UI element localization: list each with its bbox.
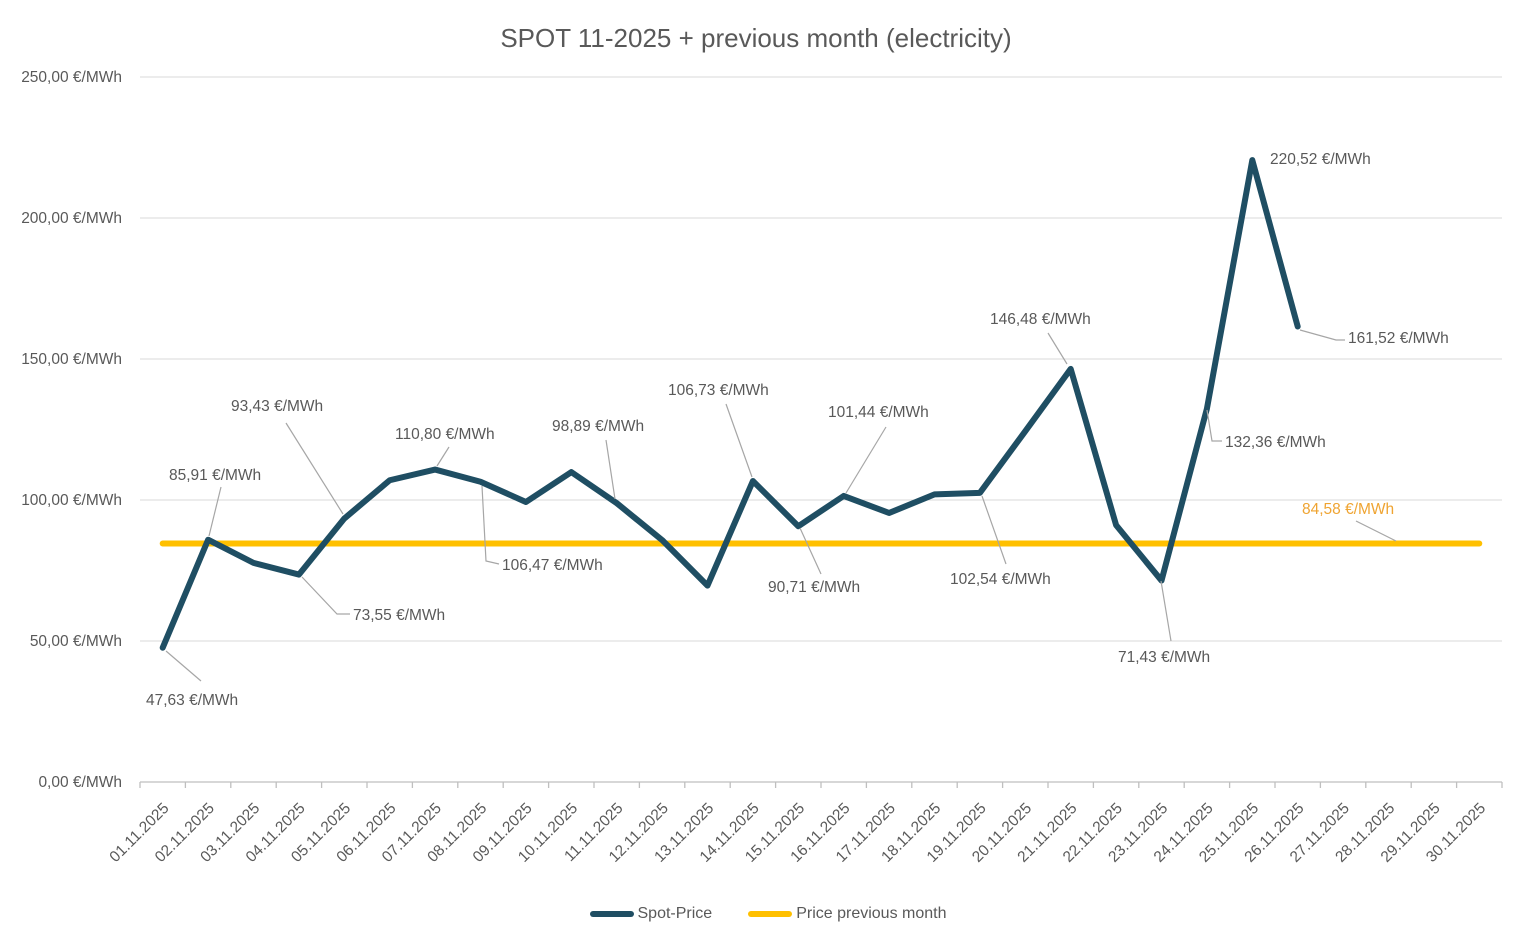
data-label-leader: [981, 495, 1007, 565]
data-label: 85,91 €/MWh: [169, 467, 261, 484]
data-label-leader: [1355, 520, 1397, 542]
data-label: 98,89 €/MWh: [552, 418, 644, 435]
data-label: 110,80 €/MWh: [395, 426, 495, 443]
data-label: 102,54 €/MWh: [950, 571, 1051, 588]
legend-item-spot-price: Spot-Price: [589, 905, 713, 923]
y-axis-tick-label: 200,00 €/MWh: [21, 210, 122, 227]
data-label-leader: [436, 446, 450, 467]
data-label: 93,43 €/MWh: [231, 398, 323, 415]
data-label: 47,63 €/MWh: [146, 692, 238, 709]
chart-title: SPOT 11-2025 + previous month (electrici…: [500, 23, 1011, 53]
data-label-leader: [1206, 409, 1222, 442]
y-axis-tick-label: 150,00 €/MWh: [21, 351, 122, 368]
data-label-leader: [725, 403, 753, 478]
y-axis-tick-label: 100,00 €/MWh: [21, 492, 122, 509]
data-label-leader: [799, 527, 822, 575]
data-label-leader: [208, 486, 222, 537]
data-label: 220,52 €/MWh: [1270, 151, 1371, 168]
chart-legend: Spot-Price Price previous month: [0, 905, 1536, 923]
y-axis-tick-label: 0,00 €/MWh: [38, 774, 122, 791]
data-label: 132,36 €/MWh: [1225, 434, 1326, 451]
y-axis-tick-label: 50,00 €/MWh: [30, 633, 122, 650]
previous-month-value-label: 84,58 €/MWh: [1302, 501, 1394, 518]
spot-price-line-icon: [589, 911, 634, 917]
data-label-leader: [165, 650, 202, 682]
data-label: 161,52 €/MWh: [1348, 330, 1449, 347]
data-label: 90,71 €/MWh: [768, 579, 860, 596]
data-label-leader: [1299, 329, 1345, 341]
data-label-leader: [285, 422, 344, 515]
legend-label-spot-price: Spot-Price: [637, 905, 713, 922]
y-axis-tick-label: 250,00 €/MWh: [21, 69, 122, 86]
data-label-leader: [301, 576, 350, 615]
data-label: 106,73 €/MWh: [668, 382, 769, 399]
data-label: 73,55 €/MWh: [353, 607, 445, 624]
data-label-leader: [1160, 580, 1172, 642]
previous-month-line-icon: [748, 911, 793, 917]
data-label-leader: [1047, 332, 1068, 365]
data-label: 101,44 €/MWh: [828, 404, 929, 421]
legend-label-previous-month: Price previous month: [796, 905, 947, 922]
data-label: 71,43 €/MWh: [1118, 649, 1210, 666]
data-label-leader: [845, 426, 887, 494]
data-label-leader: [605, 439, 616, 500]
legend-item-previous-month: Price previous month: [748, 905, 947, 923]
data-label-leader: [481, 485, 500, 565]
data-label: 146,48 €/MWh: [990, 311, 1091, 328]
data-label: 106,47 €/MWh: [502, 557, 603, 574]
spot-price-line: [159, 157, 1301, 651]
